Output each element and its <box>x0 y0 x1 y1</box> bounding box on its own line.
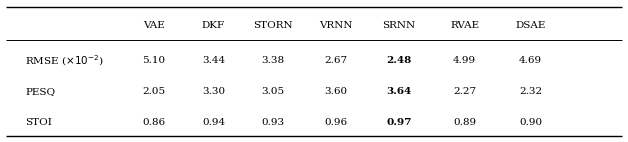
Text: 3.60: 3.60 <box>325 87 347 96</box>
Text: 3.64: 3.64 <box>386 87 411 96</box>
Text: VAE: VAE <box>143 21 165 30</box>
Text: 2.05: 2.05 <box>143 87 165 96</box>
Text: 0.90: 0.90 <box>519 118 542 127</box>
Text: 4.99: 4.99 <box>453 56 476 65</box>
Text: 3.05: 3.05 <box>262 87 284 96</box>
Text: VRNN: VRNN <box>319 21 353 30</box>
Text: 5.10: 5.10 <box>143 56 165 65</box>
Text: STOI: STOI <box>25 118 52 127</box>
Text: 2.48: 2.48 <box>386 56 411 65</box>
Text: SRNN: SRNN <box>382 21 415 30</box>
Text: 3.44: 3.44 <box>202 56 225 65</box>
Text: 3.38: 3.38 <box>262 56 284 65</box>
Text: 2.32: 2.32 <box>519 87 542 96</box>
Text: RMSE ($\times10^{-2}$): RMSE ($\times10^{-2}$) <box>25 53 104 68</box>
Text: 2.27: 2.27 <box>453 87 476 96</box>
Text: STORN: STORN <box>253 21 293 30</box>
Text: 0.89: 0.89 <box>453 118 476 127</box>
Text: DSAE: DSAE <box>516 21 546 30</box>
Text: 4.69: 4.69 <box>519 56 542 65</box>
Text: RVAE: RVAE <box>450 21 479 30</box>
Text: PESQ: PESQ <box>25 87 55 96</box>
Text: 0.97: 0.97 <box>386 118 411 127</box>
Text: 0.93: 0.93 <box>262 118 284 127</box>
Text: DKF: DKF <box>202 21 225 30</box>
Text: 3.30: 3.30 <box>202 87 225 96</box>
Text: 2.67: 2.67 <box>325 56 347 65</box>
Text: 0.96: 0.96 <box>325 118 347 127</box>
Text: 0.94: 0.94 <box>202 118 225 127</box>
Text: 0.86: 0.86 <box>143 118 165 127</box>
